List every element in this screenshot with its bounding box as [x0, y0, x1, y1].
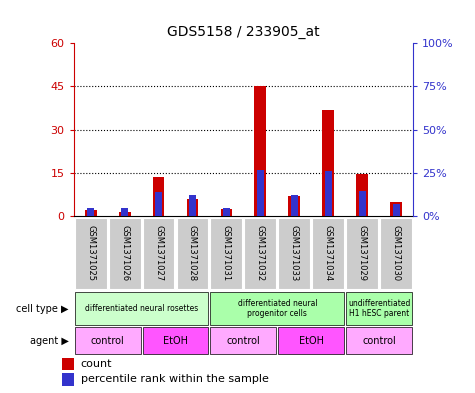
Bar	[155, 192, 162, 216]
Text: GSM1371028: GSM1371028	[188, 226, 197, 281]
Text: GSM1371032: GSM1371032	[256, 226, 265, 281]
Bar	[187, 199, 199, 216]
Text: GSM1371025: GSM1371025	[86, 226, 95, 281]
Text: differentiated neural
progenitor cells: differentiated neural progenitor cells	[238, 299, 317, 318]
Bar	[356, 174, 368, 216]
Bar	[346, 218, 378, 289]
Bar	[121, 208, 128, 216]
Text: GSM1371034: GSM1371034	[324, 226, 333, 281]
Bar	[109, 218, 141, 289]
Bar	[346, 327, 412, 354]
Bar	[152, 177, 164, 216]
Bar	[142, 218, 174, 289]
Text: control: control	[362, 336, 396, 346]
Bar	[75, 292, 209, 325]
Bar	[291, 195, 298, 216]
Text: count: count	[81, 359, 112, 369]
Bar	[210, 218, 242, 289]
Bar	[313, 218, 344, 289]
Text: control: control	[227, 336, 260, 346]
Text: GSM1371026: GSM1371026	[120, 226, 129, 281]
Bar	[245, 218, 276, 289]
Bar	[278, 218, 310, 289]
Text: agent ▶: agent ▶	[30, 336, 69, 346]
Bar	[62, 358, 74, 370]
Bar	[257, 170, 264, 216]
Text: GSM1371031: GSM1371031	[222, 226, 231, 281]
Bar	[323, 110, 334, 216]
Bar	[223, 208, 230, 216]
Bar	[390, 202, 402, 216]
Bar	[62, 373, 74, 386]
Bar	[278, 327, 344, 354]
Bar	[210, 292, 344, 325]
Bar	[119, 212, 131, 216]
Text: GSM1371027: GSM1371027	[154, 226, 163, 281]
Text: GSM1371033: GSM1371033	[290, 225, 299, 282]
Text: differentiated neural rosettes: differentiated neural rosettes	[85, 304, 198, 313]
Text: undifferentiated
H1 hESC parent: undifferentiated H1 hESC parent	[348, 299, 410, 318]
Bar	[255, 86, 266, 216]
Bar	[325, 171, 332, 216]
Bar	[288, 196, 300, 216]
Bar	[220, 209, 232, 216]
Bar	[85, 210, 96, 216]
Text: EtOH: EtOH	[163, 336, 188, 346]
Bar	[75, 327, 141, 354]
Bar	[393, 204, 399, 216]
Bar	[87, 208, 94, 216]
Bar	[380, 218, 412, 289]
Text: percentile rank within the sample: percentile rank within the sample	[81, 375, 269, 384]
Title: GDS5158 / 233905_at: GDS5158 / 233905_at	[167, 26, 320, 39]
Text: cell type ▶: cell type ▶	[16, 303, 69, 314]
Bar	[359, 191, 366, 216]
Text: GSM1371029: GSM1371029	[358, 226, 367, 281]
Bar	[346, 292, 412, 325]
Text: GSM1371030: GSM1371030	[392, 226, 401, 281]
Bar	[75, 218, 106, 289]
Text: EtOH: EtOH	[299, 336, 324, 346]
Bar	[189, 195, 196, 216]
Bar	[142, 327, 209, 354]
Text: control: control	[91, 336, 124, 346]
Bar	[210, 327, 276, 354]
Bar	[177, 218, 209, 289]
